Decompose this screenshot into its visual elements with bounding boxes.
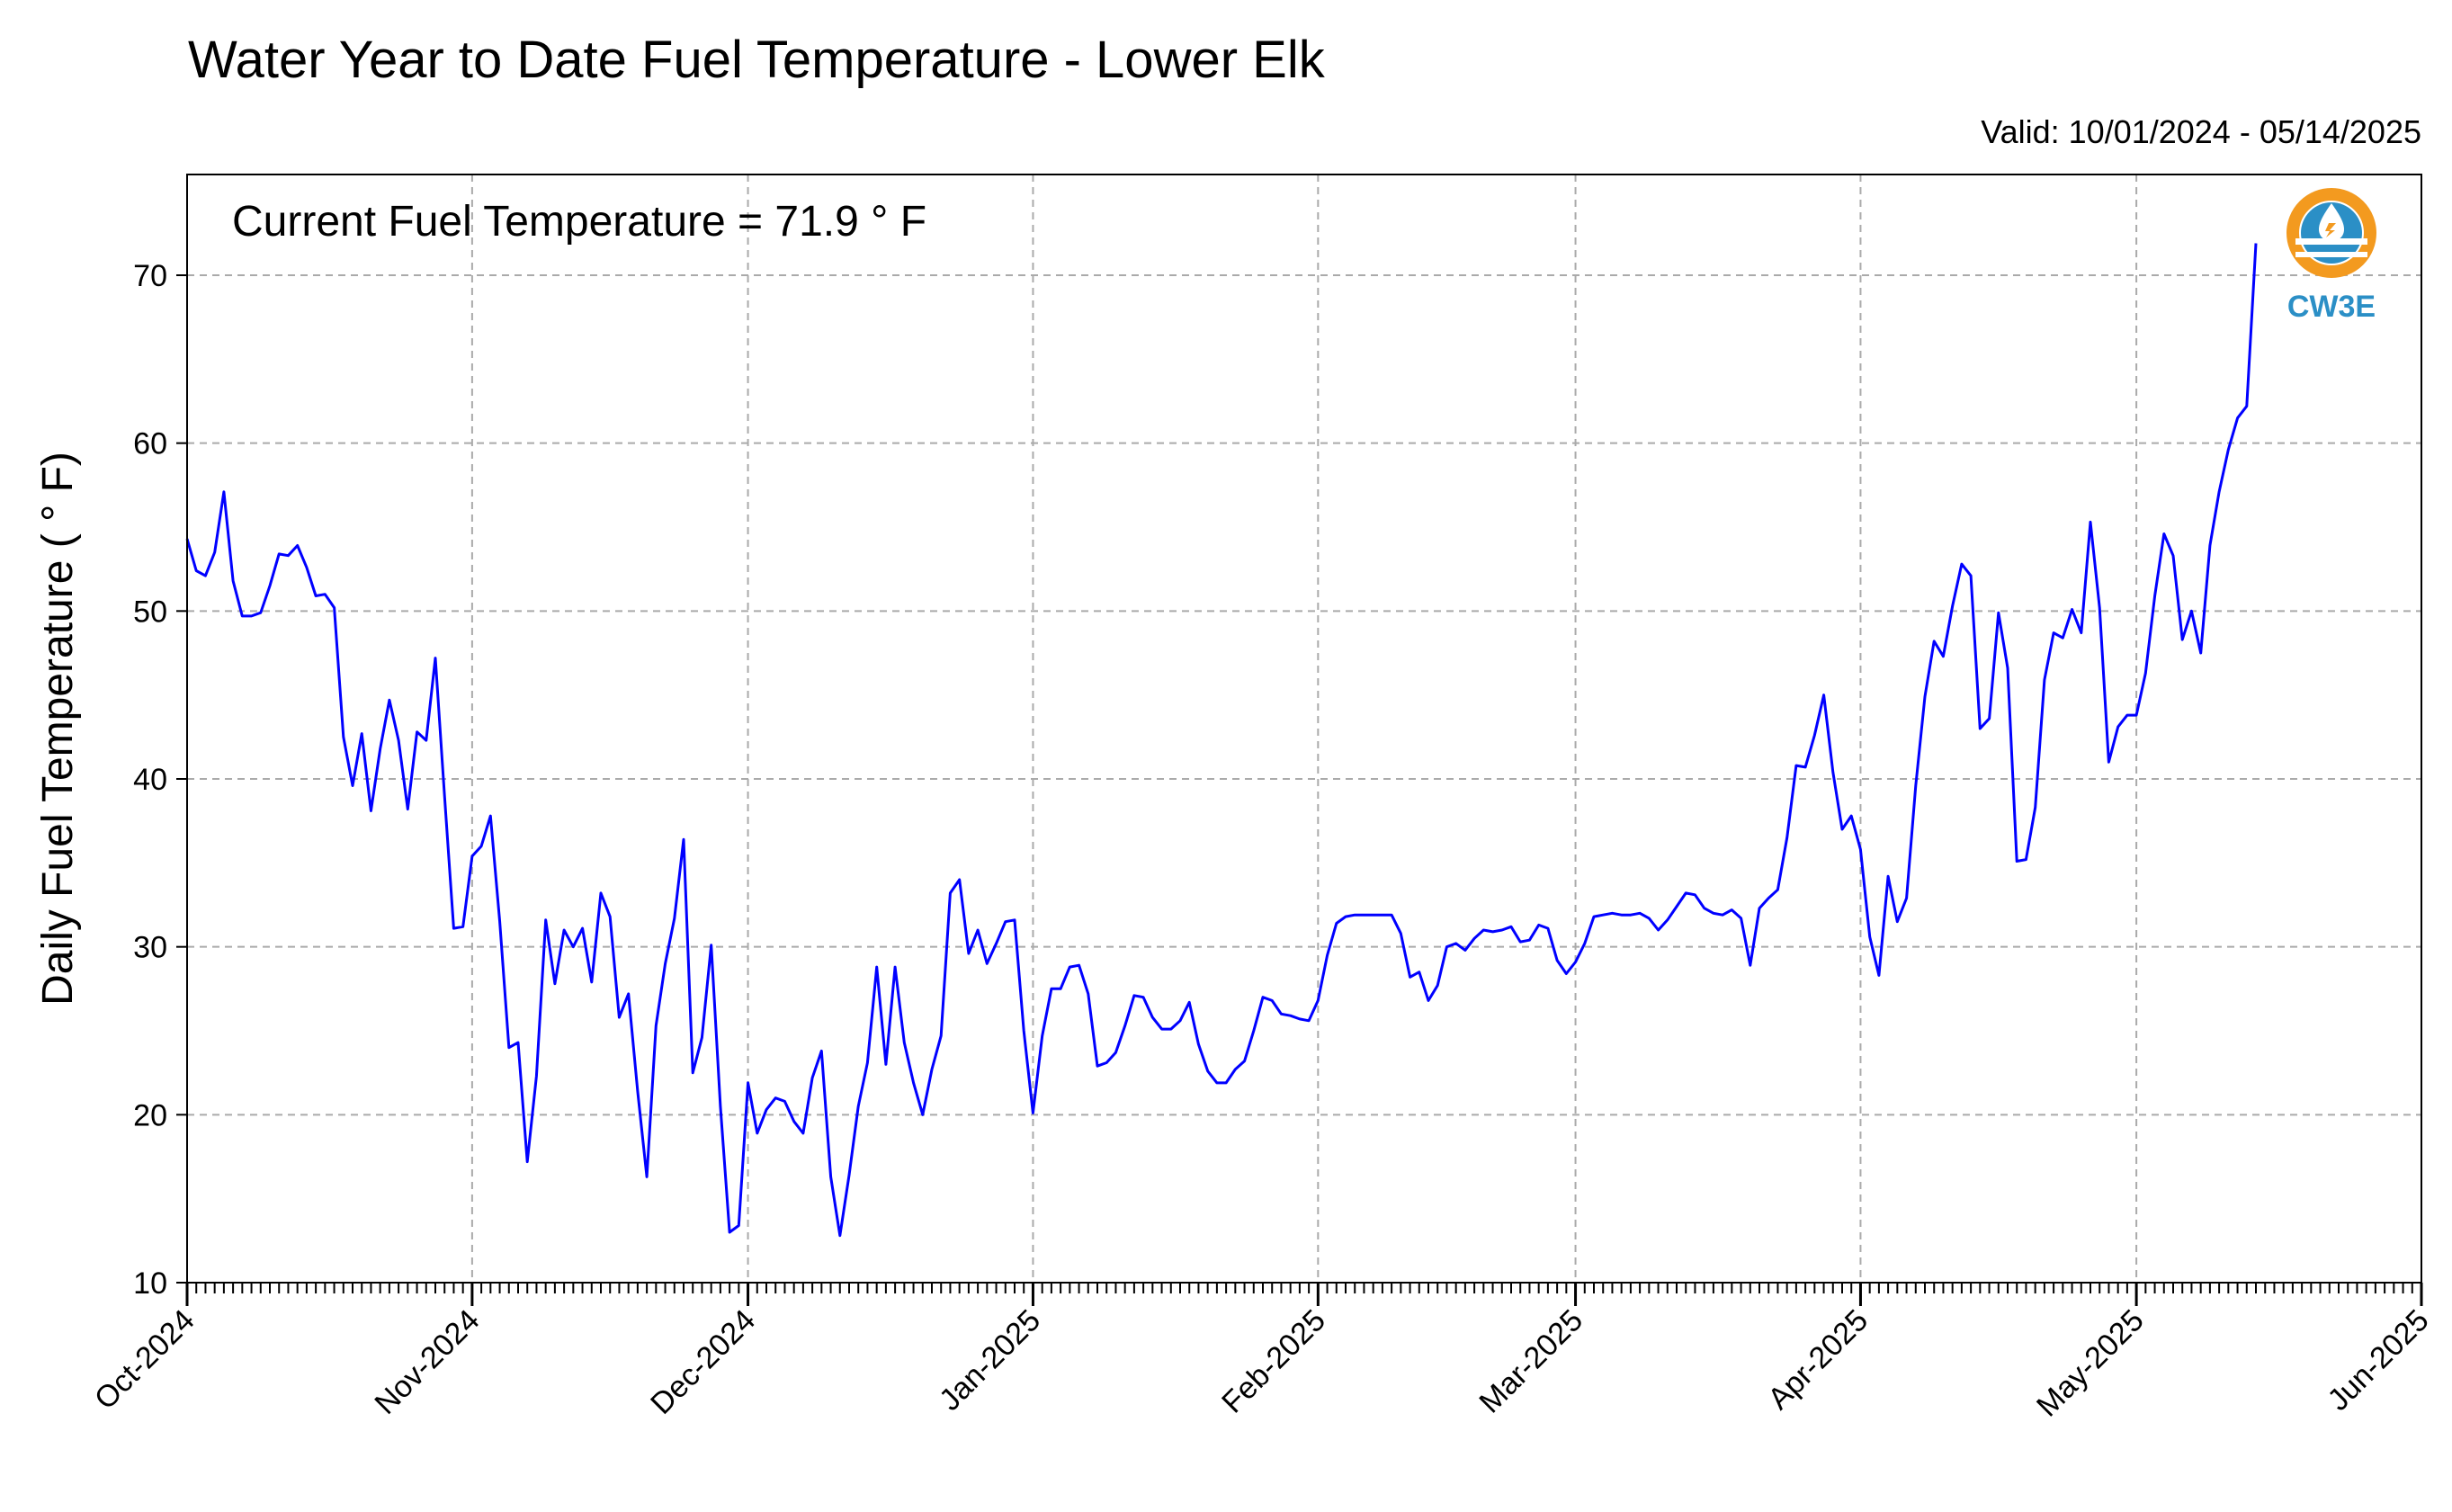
logo-text: CW3E xyxy=(2287,290,2376,324)
cw3e-logo: CW3E xyxy=(2286,188,2376,324)
x-tick-label: Mar-2025 xyxy=(1472,1303,1589,1420)
x-tick-label: Jun-2025 xyxy=(2322,1303,2436,1418)
x-tick-label: Feb-2025 xyxy=(1215,1303,1332,1420)
x-tick-label: May-2025 xyxy=(2030,1303,2151,1424)
y-tick-label: 30 xyxy=(133,931,167,965)
logo-wave xyxy=(2295,252,2367,257)
grid xyxy=(187,174,2421,1283)
x-tick-label: Nov-2024 xyxy=(368,1303,486,1421)
y-tick-label: 20 xyxy=(133,1098,167,1132)
logo-ring xyxy=(2286,188,2376,278)
y-axis-label: Daily Fuel Temperature ( ° F) xyxy=(34,452,82,1006)
chart-title: Water Year to Date Fuel Temperature - Lo… xyxy=(188,31,1326,89)
y-tick-label: 60 xyxy=(133,427,167,461)
x-tick-label: Jan-2025 xyxy=(933,1303,1047,1418)
y-tick-label: 70 xyxy=(133,259,167,293)
y-axis-ticks: 10 20 30 40 50 60 70 xyxy=(133,259,187,1301)
x-axis-ticks xyxy=(185,1283,2423,1306)
logo-wave xyxy=(2295,238,2367,245)
x-tick-label: Dec-2024 xyxy=(644,1303,762,1421)
x-axis-tick-labels: Oct-2024 Nov-2024 Dec-2024 Jan-2025 Feb-2025… xyxy=(88,1303,2436,1424)
current-value-annotation: Current Fuel Temperature = 71.9 ° F xyxy=(232,198,926,246)
x-tick-label: Oct-2024 xyxy=(88,1303,201,1417)
flame-icon xyxy=(2325,223,2336,237)
series-line-fuel-temperature xyxy=(185,243,2258,1238)
y-tick-label: 40 xyxy=(133,763,167,797)
plot-frame xyxy=(186,174,2422,1284)
y-tick-label: 50 xyxy=(133,595,167,629)
chart-subtitle: Valid: 10/01/2024 - 05/14/2025 xyxy=(1981,113,2421,150)
water-drop-icon xyxy=(2319,203,2344,241)
x-tick-label: Apr-2025 xyxy=(1761,1303,1875,1417)
y-tick-label: 10 xyxy=(133,1266,167,1301)
